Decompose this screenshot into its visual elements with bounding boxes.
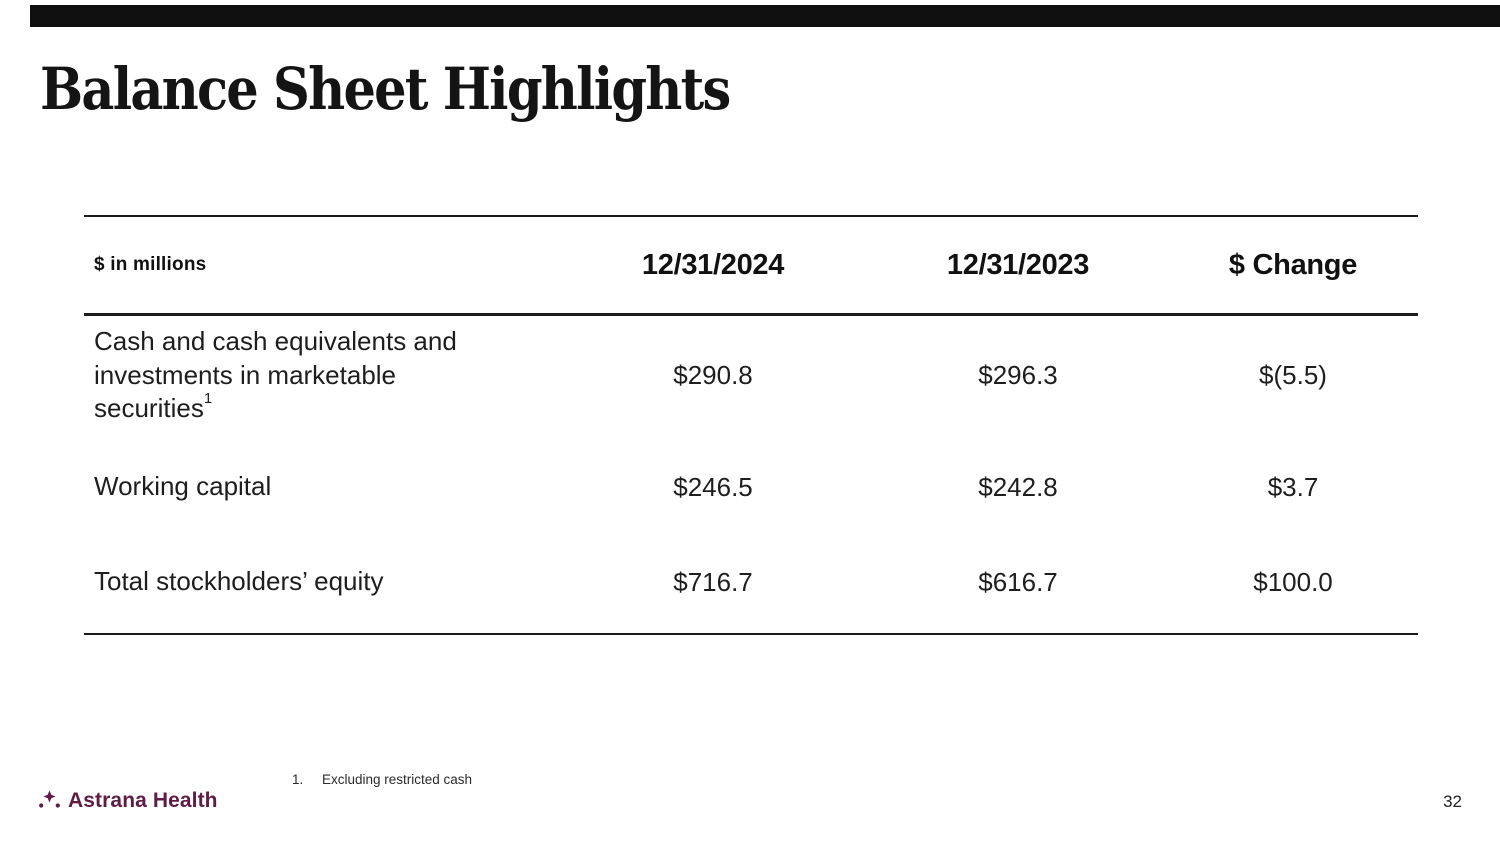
page-number: 32 — [1443, 792, 1462, 811]
table-header-row: $ in millions 12/31/2024 12/31/2023 $ Ch… — [84, 217, 1418, 313]
unit-label: $ in millions — [94, 254, 207, 275]
cell-value: $716.7 — [673, 566, 753, 597]
cell-value: $3.7 — [1267, 471, 1319, 502]
column-header-2024: 12/31/2024 — [641, 248, 785, 281]
cell-value: $100.0 — [1253, 566, 1333, 597]
table-top-rule — [84, 215, 1418, 217]
table-header-rule — [84, 313, 1418, 316]
table-row: Working capital $246.5 $242.8 $3.7 — [84, 443, 1418, 531]
table-bottom-rule — [84, 633, 1418, 635]
table-row: Total stockholders’ equity $716.7 $616.7… — [84, 531, 1418, 633]
footnote-text: Excluding restricted cash — [322, 772, 473, 787]
footnote-marker: 1 — [203, 390, 213, 408]
row-label-text: Total stockholders’ equity — [94, 566, 384, 597]
top-accent-bar — [30, 5, 1500, 27]
cell-value: $242.8 — [978, 471, 1058, 502]
cell-value: $246.5 — [673, 471, 753, 502]
logo-text: Astrana Health — [68, 788, 218, 812]
cell-value: $296.3 — [978, 360, 1058, 390]
astrana-health-logo: Astrana Health — [37, 788, 218, 813]
cell-value: $616.7 — [978, 566, 1058, 597]
column-header-change: $ Change — [1228, 248, 1358, 281]
table-row: Cash and cash equivalents and investment… — [84, 316, 1418, 443]
page-title: Balance Sheet Highlights — [40, 55, 731, 123]
cell-value: $(5.5) — [1259, 360, 1327, 390]
balance-sheet-table: $ in millions 12/31/2024 12/31/2023 $ Ch… — [84, 215, 1418, 635]
cell-value: $290.8 — [673, 360, 753, 390]
row-label: Cash and cash equivalents and investment… — [84, 325, 494, 426]
footnote-number: 1. — [292, 772, 304, 787]
row-label-text: Cash and cash equivalents and investment… — [94, 325, 457, 424]
footnote: 1. Excluding restricted cash — [292, 772, 472, 787]
row-label: Total stockholders’ equity — [84, 565, 494, 599]
row-label-text: Working capital — [94, 471, 272, 502]
sparkle-dots-icon — [37, 788, 62, 813]
column-header-2023: 12/31/2023 — [946, 248, 1090, 281]
row-label: Working capital — [84, 470, 494, 504]
